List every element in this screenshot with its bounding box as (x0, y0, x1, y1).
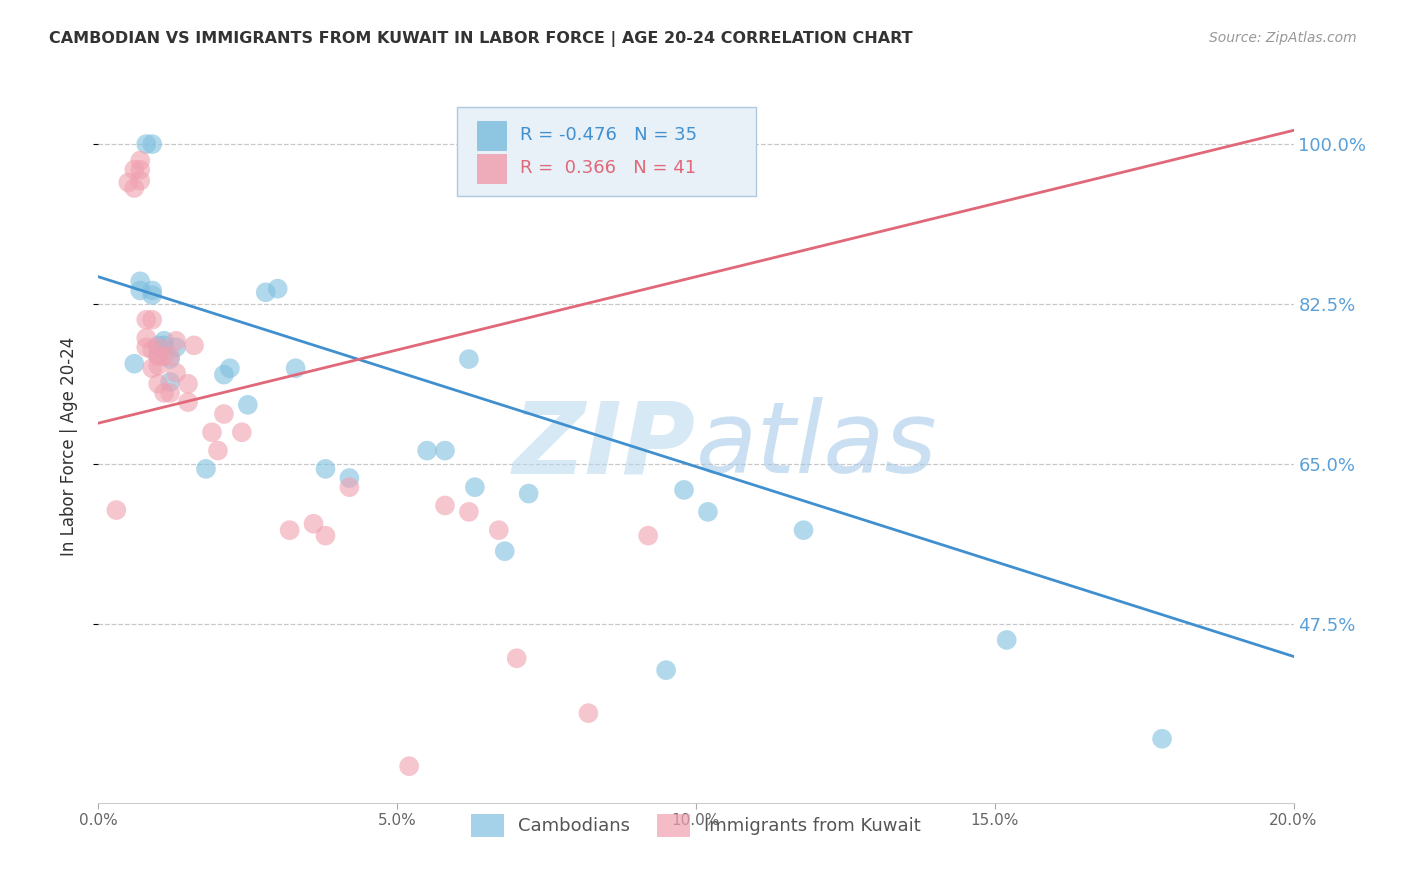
Point (517, 486, 540, 500)
Point (135, 312, 157, 326)
Point (165, 366, 187, 380)
Point (416, 443, 439, 458)
Point (212, 368, 235, 382)
Point (148, 349, 170, 363)
Point (464, 480, 486, 494)
Point (697, 505, 720, 519)
Point (141, 284, 163, 298)
Point (148, 359, 170, 373)
Legend: Cambodians, Immigrants from Kuwait: Cambodians, Immigrants from Kuwait (464, 807, 928, 844)
Text: Source: ZipAtlas.com: Source: ZipAtlas.com (1209, 31, 1357, 45)
Point (129, 274, 152, 288)
Point (637, 529, 659, 543)
Point (219, 361, 242, 376)
Point (141, 361, 163, 376)
Text: R = -0.476   N = 35: R = -0.476 N = 35 (520, 126, 697, 144)
Point (148, 338, 170, 352)
Point (159, 386, 181, 401)
Point (153, 334, 176, 348)
Point (165, 334, 187, 348)
Point (1152, 731, 1174, 746)
Point (398, 759, 420, 773)
Text: ZIP: ZIP (513, 398, 696, 494)
Bar (477, 154, 508, 184)
Text: atlas: atlas (696, 398, 938, 494)
Text: R =  0.366   N = 41: R = 0.366 N = 41 (520, 159, 696, 177)
Point (673, 483, 696, 497)
Point (105, 503, 128, 517)
Point (506, 651, 529, 665)
Point (339, 471, 361, 485)
Point (284, 361, 307, 376)
Point (488, 523, 510, 537)
Point (129, 174, 152, 188)
Point (129, 162, 152, 177)
Point (254, 285, 277, 300)
Point (153, 338, 176, 352)
Point (434, 443, 457, 458)
Point (135, 340, 157, 354)
Point (141, 288, 163, 302)
Point (578, 706, 600, 720)
Point (159, 349, 181, 363)
Point (124, 181, 146, 195)
Point (148, 347, 170, 361)
Point (201, 425, 224, 440)
Point (124, 162, 146, 177)
Point (207, 443, 229, 458)
Point (117, 176, 139, 190)
Point (339, 480, 361, 494)
Point (153, 386, 176, 401)
Point (195, 462, 218, 476)
Point (129, 284, 152, 298)
Point (995, 632, 1018, 647)
Point (434, 499, 457, 513)
Point (153, 349, 176, 363)
Point (141, 312, 163, 326)
Point (159, 375, 181, 389)
Point (212, 407, 235, 421)
Point (129, 153, 152, 168)
Point (793, 523, 815, 537)
Point (148, 340, 170, 354)
Y-axis label: In Labor Force | Age 20-24: In Labor Force | Age 20-24 (59, 336, 77, 556)
Point (458, 352, 481, 367)
Point (124, 357, 146, 371)
Point (177, 376, 200, 391)
Point (236, 398, 259, 412)
Point (135, 137, 157, 152)
Bar (477, 121, 508, 152)
Point (159, 352, 181, 367)
Point (148, 376, 170, 391)
Point (231, 425, 253, 440)
Point (494, 544, 516, 558)
Point (267, 282, 290, 296)
Point (183, 338, 205, 352)
Point (135, 331, 157, 345)
Point (302, 516, 325, 531)
Point (278, 523, 301, 537)
Point (141, 137, 163, 152)
Point (315, 462, 337, 476)
FancyBboxPatch shape (457, 107, 756, 196)
Point (165, 340, 187, 354)
Point (315, 529, 337, 543)
Text: CAMBODIAN VS IMMIGRANTS FROM KUWAIT IN LABOR FORCE | AGE 20-24 CORRELATION CHART: CAMBODIAN VS IMMIGRANTS FROM KUWAIT IN L… (49, 31, 912, 47)
Point (458, 505, 481, 519)
Point (655, 663, 678, 677)
Point (177, 395, 200, 409)
Point (141, 343, 163, 357)
